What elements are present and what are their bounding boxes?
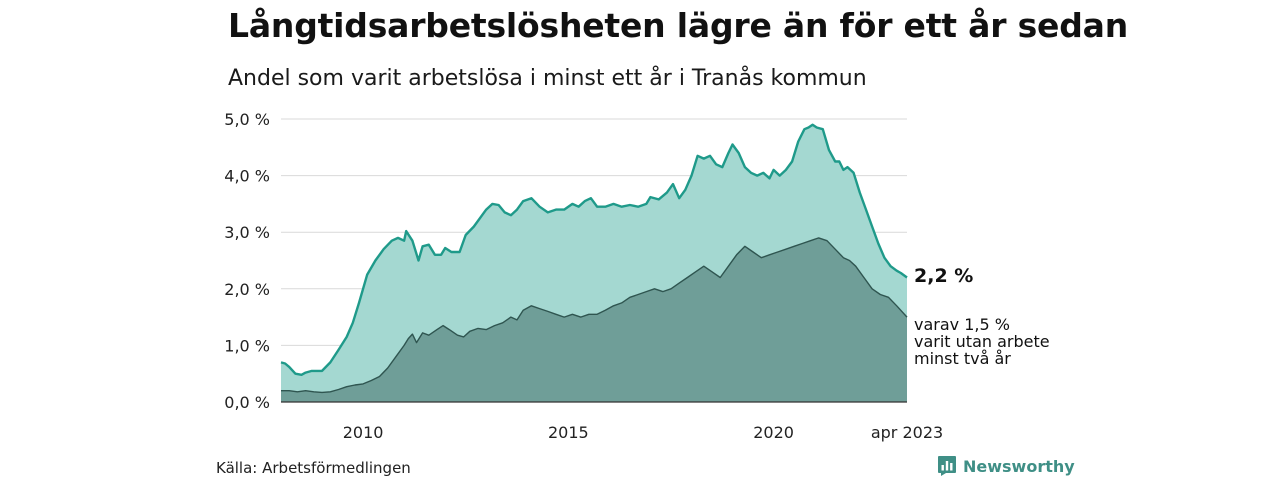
- y-tick-label-5: 5,0 %: [224, 110, 270, 129]
- x-tick-label-3: apr 2023: [871, 423, 943, 442]
- sub-value-label-line-3: minst två år: [914, 349, 1011, 368]
- unemployed-two-years-area: [281, 237, 907, 402]
- y-tick-label-0: 0,0 %: [224, 393, 270, 412]
- sub-value-label-line-2: varit utan arbete: [914, 332, 1050, 351]
- source-note: Källa: Arbetsförmedlingen: [216, 459, 411, 477]
- y-tick-label-4: 4,0 %: [224, 167, 270, 186]
- chart-title: Långtidsarbetslösheten lägre än för ett …: [228, 6, 1129, 45]
- x-tick-label-0: 2010: [343, 423, 384, 442]
- sub-value-label-line-1: varav 1,5 %: [914, 315, 1010, 334]
- x-tick-label-1: 2015: [548, 423, 589, 442]
- chart-subtitle: Andel som varit arbetslösa i minst ett å…: [228, 66, 867, 91]
- long-term-unemployment-line: [280, 123, 908, 376]
- y-tick-label-3: 3,0 %: [224, 223, 270, 242]
- y-axis-ticks: 0,0 % 1,0 % 2,0 % 3,0 % 4,0 % 5,0 %: [224, 110, 270, 412]
- y-tick-label-2: 2,0 %: [224, 280, 270, 299]
- unemployed-two-years-line: [281, 237, 908, 394]
- value-annotations: 2,2 % varav 1,5 % varit utan arbete mins…: [914, 265, 1050, 368]
- x-tick-label-2: 2020: [753, 423, 794, 442]
- last-value-label: 2,2 %: [914, 265, 973, 287]
- brand-logo-lockup: Newsworthy: [937, 455, 1075, 477]
- plot-areas: [280, 123, 908, 403]
- y-tick-label-1: 1,0 %: [224, 336, 270, 355]
- newsworthy-logo-icon: [938, 456, 956, 476]
- brand-name: Newsworthy: [963, 456, 1075, 476]
- x-axis-ticks: 2010 2015 2020 apr 2023: [343, 423, 943, 442]
